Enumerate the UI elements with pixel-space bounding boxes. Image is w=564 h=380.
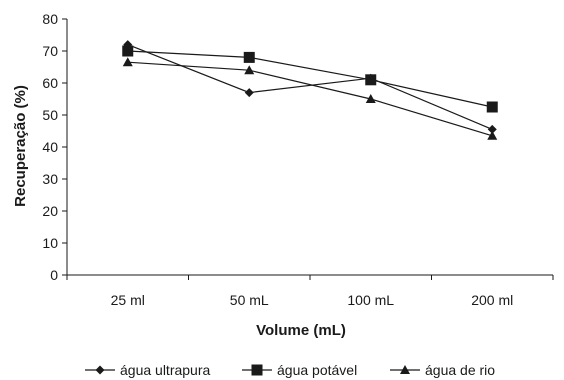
x-tick-label: 200 ml	[471, 292, 513, 308]
x-tick-label: 100 mL	[347, 292, 394, 308]
x-tick-label: 25 ml	[111, 292, 145, 308]
y-tick-label: 80	[42, 11, 58, 27]
y-axis-title: Recuperação (%)	[12, 85, 29, 207]
legend-marker-triangle	[400, 365, 410, 374]
data-point-square	[365, 74, 377, 86]
data-point-triangle	[122, 57, 133, 67]
legend-label: água ultrapura	[120, 362, 211, 378]
x-axis-title: Volume (mL)	[256, 322, 346, 339]
legend-item: água potável	[242, 362, 357, 378]
legend-label: água de rio	[425, 362, 495, 378]
data-point-square	[122, 45, 134, 57]
data-point-diamond	[487, 124, 497, 134]
legend-item: água ultrapura	[85, 362, 211, 378]
series-line	[127, 61, 493, 137]
series-layer	[122, 40, 498, 140]
data-point-triangle	[244, 65, 255, 75]
legend-marker-square	[251, 364, 263, 376]
y-tick-label: 0	[50, 267, 58, 283]
series-line	[127, 44, 493, 130]
data-point-square	[243, 51, 255, 63]
legend-item: água de rio	[390, 362, 495, 378]
x-axis: 25 ml 50 mL 100 mL 200 ml	[66, 274, 554, 308]
y-tick-label: 10	[42, 235, 58, 251]
y-tick-label: 50	[42, 107, 58, 123]
data-point-square	[486, 101, 498, 113]
data-point-triangle	[365, 94, 376, 103]
legend-label: água potável	[277, 362, 357, 378]
y-tick-label: 60	[42, 75, 58, 91]
data-point-triangle	[487, 130, 498, 140]
y-tick-label: 40	[42, 139, 58, 155]
y-tick-label: 20	[42, 203, 58, 219]
legend: água ultrapura água potável água de rio	[85, 362, 495, 378]
y-tick-label: 30	[42, 171, 58, 187]
series-square	[122, 45, 498, 113]
series-line	[127, 50, 493, 108]
y-tick-label: 70	[42, 43, 58, 59]
series-triangle	[122, 57, 498, 140]
y-axis: 0 10 20 30 40 50 60 70 80	[42, 11, 68, 283]
data-point-diamond	[244, 88, 254, 98]
x-tick-label: 50 mL	[230, 292, 269, 308]
legend-marker-diamond	[95, 365, 105, 375]
